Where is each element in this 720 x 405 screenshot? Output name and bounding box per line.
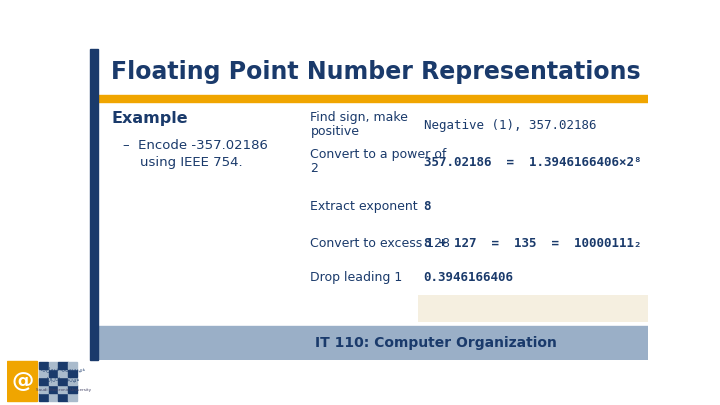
Bar xyxy=(7,361,37,401)
Text: 0.3946166406: 0.3946166406 xyxy=(423,271,513,284)
Text: using IEEE 754.: using IEEE 754. xyxy=(140,156,243,169)
Text: IT 110: Computer Organization: IT 110: Computer Organization xyxy=(315,336,557,350)
Text: Example: Example xyxy=(111,111,188,126)
Bar xyxy=(58,377,68,385)
Text: Negative (1), 357.02186: Negative (1), 357.02186 xyxy=(423,119,596,132)
Bar xyxy=(58,362,68,369)
Bar xyxy=(49,377,58,385)
Text: 357.02186  =  1.3946166406×2⁸: 357.02186 = 1.3946166406×2⁸ xyxy=(423,156,642,169)
Bar xyxy=(68,370,78,377)
Text: Find sign, make: Find sign, make xyxy=(310,111,408,124)
Bar xyxy=(68,362,78,369)
Text: 2: 2 xyxy=(310,162,318,175)
Text: 8: 8 xyxy=(423,200,431,213)
Text: 8 + 127  =  135  =  10000111₂: 8 + 127 = 135 = 10000111₂ xyxy=(423,237,642,250)
Bar xyxy=(99,102,648,326)
Text: الإلكترونية: الإلكترونية xyxy=(47,376,80,382)
Bar xyxy=(39,377,48,385)
Bar xyxy=(49,386,58,393)
Bar xyxy=(49,370,58,377)
Bar xyxy=(39,362,48,369)
Text: Saudi Electronic University: Saudi Electronic University xyxy=(36,388,91,392)
Bar xyxy=(49,362,58,369)
Text: positive: positive xyxy=(310,125,359,138)
Text: –  Encode -357.02186: – Encode -357.02186 xyxy=(124,139,269,152)
Bar xyxy=(49,393,58,401)
Bar xyxy=(90,49,99,360)
Text: @: @ xyxy=(11,371,34,391)
Bar xyxy=(418,295,648,322)
Text: Drop leading 1: Drop leading 1 xyxy=(310,271,402,284)
Bar xyxy=(90,326,648,360)
Text: Extract exponent: Extract exponent xyxy=(310,200,418,213)
Bar xyxy=(68,377,78,385)
Bar xyxy=(39,386,48,393)
Text: Floating Point Number Representations: Floating Point Number Representations xyxy=(111,60,641,84)
Bar xyxy=(99,95,648,102)
Bar xyxy=(58,393,68,401)
Bar xyxy=(99,49,648,95)
Text: الجامعة السعودية: الجامعة السعودية xyxy=(41,366,86,372)
Bar xyxy=(68,386,78,393)
Bar xyxy=(58,386,68,393)
Bar xyxy=(68,393,78,401)
Bar xyxy=(39,393,48,401)
Text: Convert to excess 128: Convert to excess 128 xyxy=(310,237,451,250)
Bar xyxy=(39,370,48,377)
Text: Convert to a power of: Convert to a power of xyxy=(310,148,447,161)
Bar xyxy=(58,370,68,377)
